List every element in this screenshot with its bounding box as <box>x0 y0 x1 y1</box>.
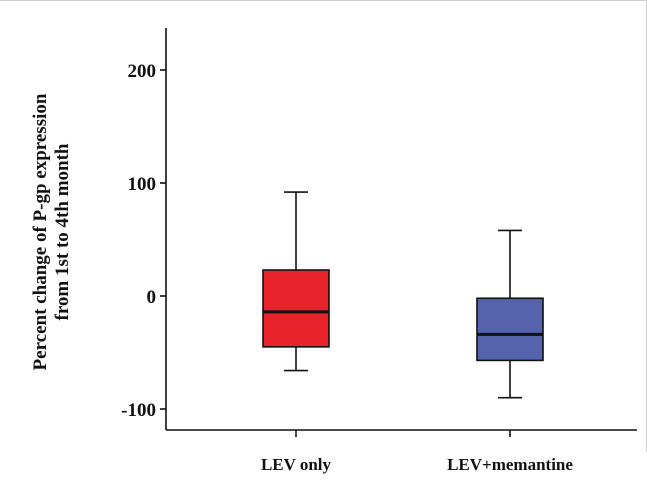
y-axis-label: Percent change of P-gp expression from 1… <box>30 93 73 370</box>
y-tick-label: 200 <box>128 61 157 82</box>
y-tick-label: 100 <box>128 174 157 195</box>
x-tick-label: LEV only <box>261 455 332 474</box>
x-tick-label: LEV+memantine <box>447 455 573 474</box>
y-axis-label-line-2: from 1st to 4th month <box>52 143 73 320</box>
y-tick-label: -100 <box>121 400 156 421</box>
y-tick-label: 0 <box>147 287 157 308</box>
box-iqr <box>476 297 544 362</box>
y-axis-label-line-1: Percent change of P-gp expression <box>30 93 51 370</box>
plot-area: 200 100 0 -100 LEV only LEV+memantine <box>121 28 637 474</box>
box-iqr <box>262 269 330 348</box>
